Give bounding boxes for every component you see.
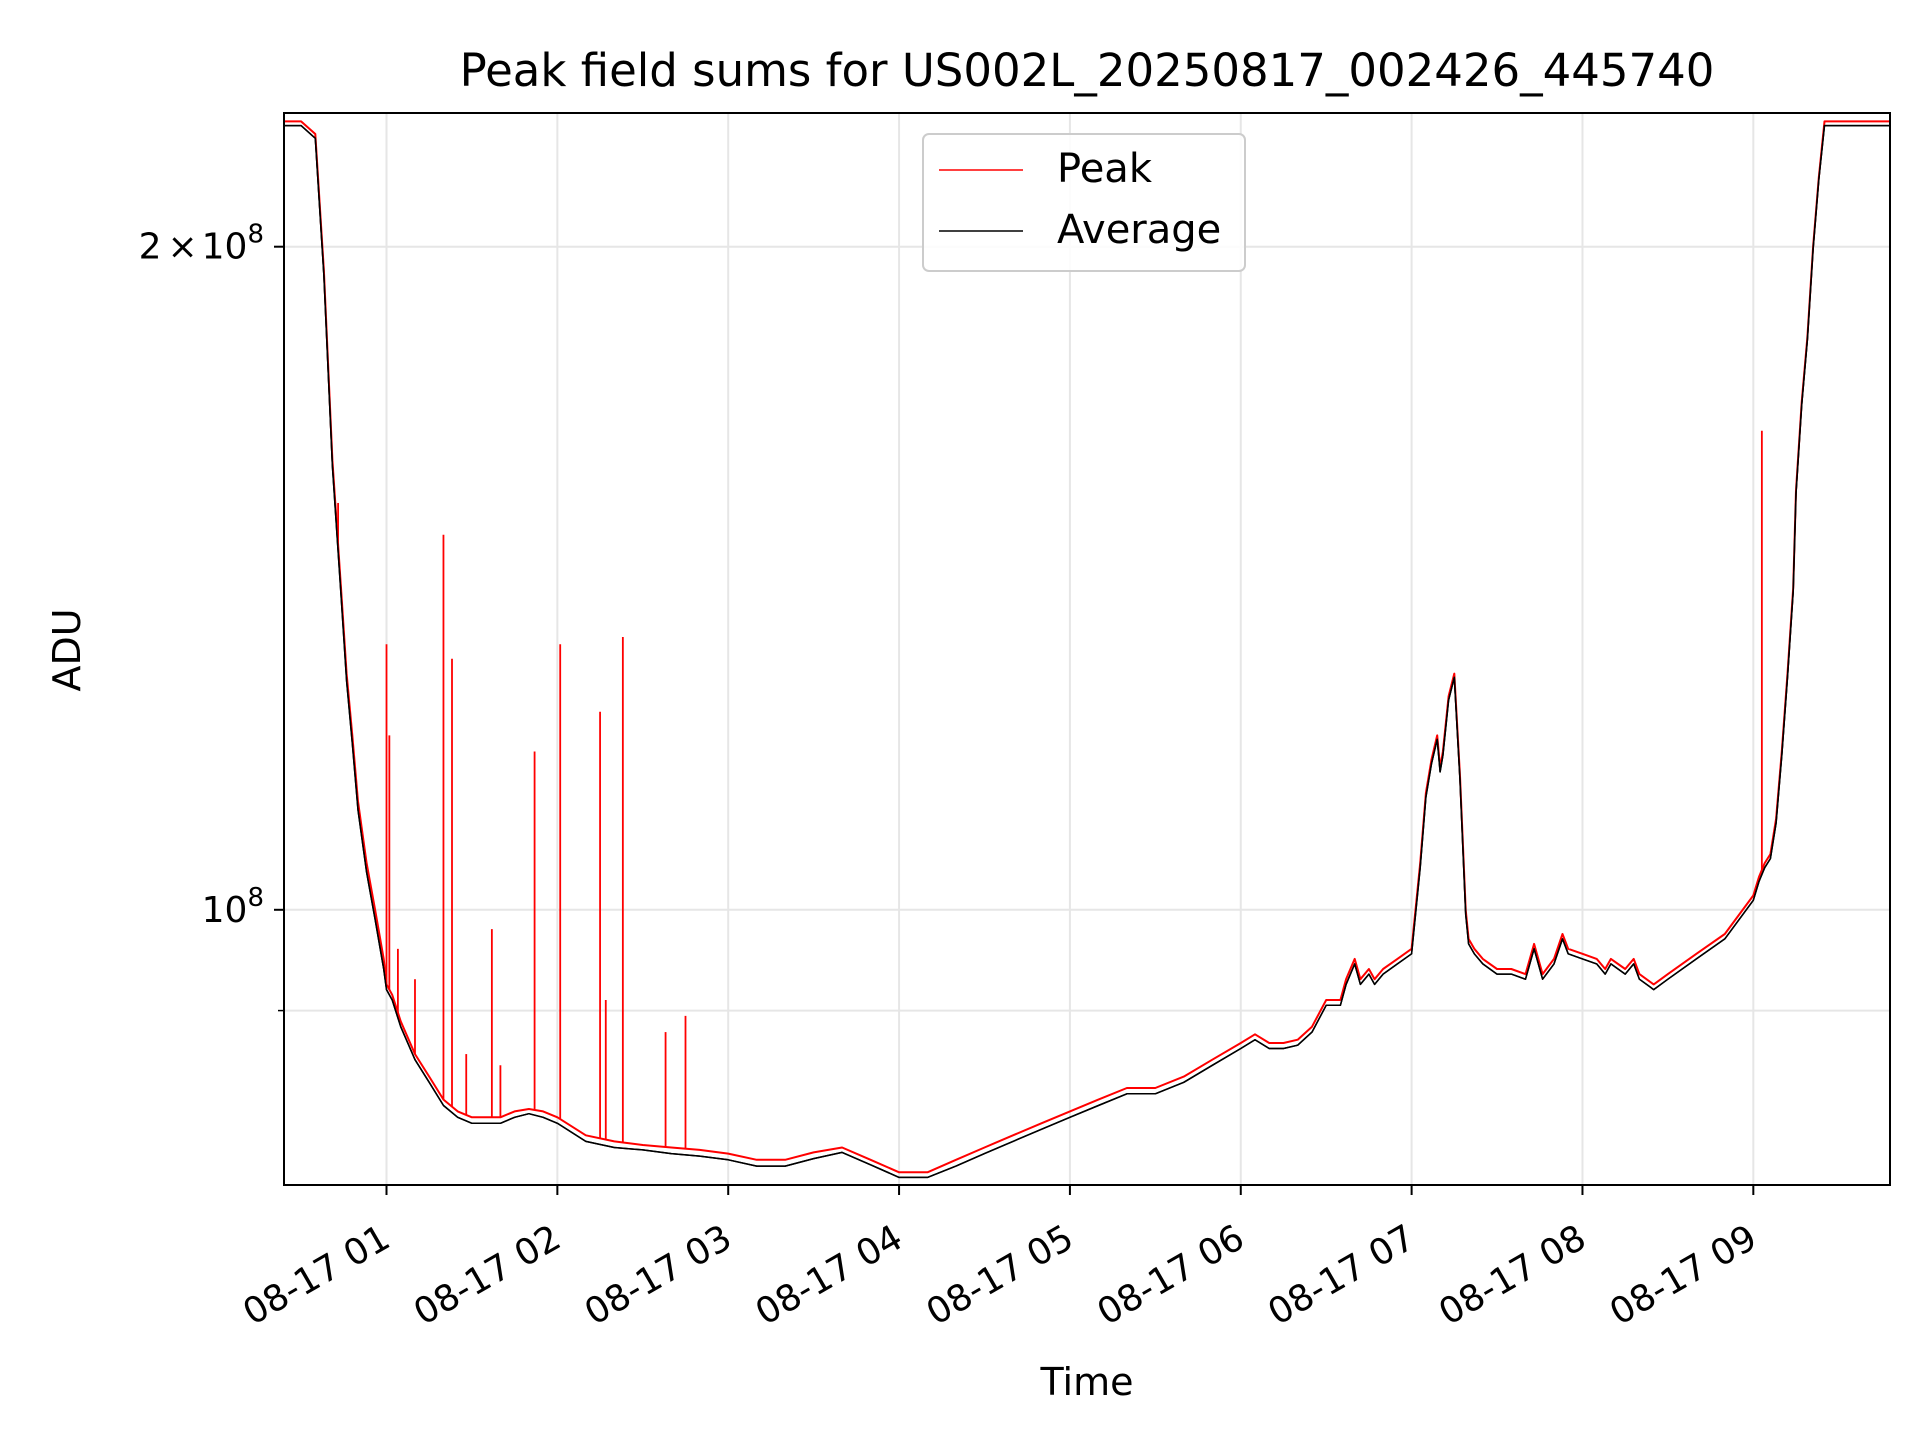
plot-frame: [283, 112, 1891, 1186]
legend-box: [922, 133, 1246, 272]
chart-title: Peak field sums for US002L_20250817_0024…: [460, 44, 1715, 97]
legend-peak-label: Peak: [1057, 146, 1153, 192]
series-layer: [284, 120, 1890, 1179]
y-tick-label: 108: [202, 883, 264, 931]
x-axis-label: Time: [1040, 1360, 1134, 1404]
y-tick-label: 2 × 108: [139, 220, 264, 268]
series-line-average-overlay: [284, 124, 1890, 1179]
legend: Peak Average: [922, 133, 1246, 272]
y-axis-label: ADU: [45, 608, 89, 691]
series-line-peak: [284, 120, 1890, 1174]
legend-average-label: Average: [1057, 207, 1221, 253]
